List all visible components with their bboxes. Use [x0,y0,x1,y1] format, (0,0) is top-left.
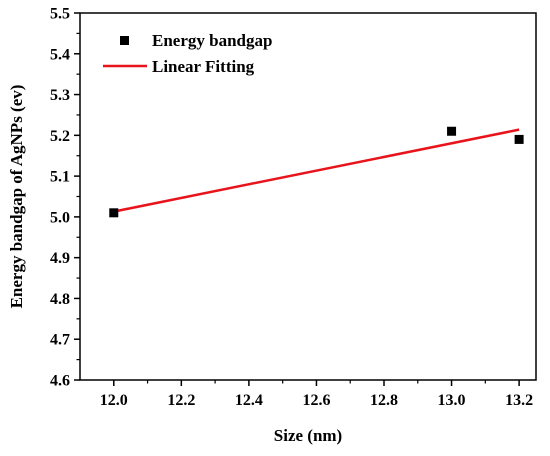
legend: Energy bandgap Linear Fitting [103,31,272,76]
y-tick-label: 5.4 [50,46,70,63]
x-tick-label: 12.0 [100,392,128,409]
axis-ticks [74,12,520,386]
x-tick-labels: 12.0 12.2 12.4 12.6 12.8 13.0 13.2 [100,392,533,409]
legend-label-linear-fitting: Linear Fitting [152,57,255,76]
x-tick-label: 13.0 [438,392,466,409]
data-point [447,126,457,136]
x-tick-label: 12.4 [235,392,263,409]
x-tick-label: 12.2 [167,392,195,409]
x-tick-label: 13.2 [505,392,533,409]
x-tick-label: 12.8 [370,392,398,409]
plot-series [109,126,524,218]
y-tick-label: 4.8 [50,291,70,308]
linear-fit-line [113,128,520,213]
y-tick-label: 4.9 [50,250,70,267]
legend-label-energy-bandgap: Energy bandgap [152,31,272,50]
plot-frame [79,12,537,381]
data-point [109,208,119,218]
y-tick-labels: 4.6 4.7 4.8 4.9 5.0 5.1 5.2 5.3 5.4 5.5 [50,6,70,390]
y-tick-label: 5.3 [50,87,70,104]
legend-marker-energy-bandgap [120,36,129,45]
y-tick-label: 5.5 [50,6,70,23]
y-axis-title: Energy bandgap of AgNPs (ev) [7,85,26,309]
y-tick-label: 5.0 [50,209,70,226]
x-axis-title: Size (nm) [274,426,342,445]
y-tick-label: 4.7 [50,332,70,349]
y-tick-label: 5.2 [50,128,70,145]
x-tick-label: 12.6 [302,392,330,409]
y-tick-label: 5.1 [50,169,70,186]
y-tick-label: 4.6 [50,373,70,390]
data-point [514,134,524,144]
